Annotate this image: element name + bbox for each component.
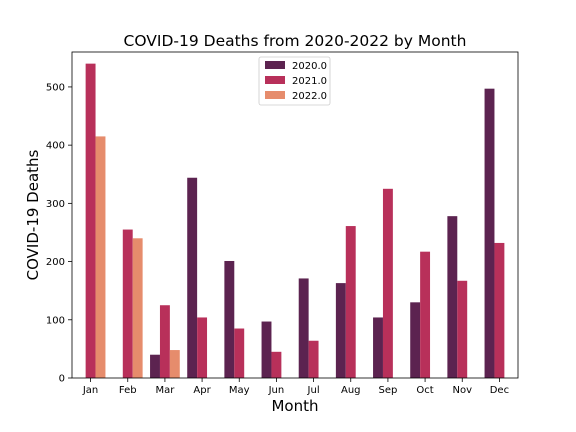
bars-group: [85, 63, 505, 379]
y-tick-label: 200: [46, 257, 65, 268]
chart-title: COVID-19 Deaths from 2020-2022 by Month: [124, 32, 467, 50]
x-tick-label-nov: Nov: [452, 385, 472, 396]
bar-may-2021: [234, 328, 245, 378]
legend-swatch-2022: [265, 91, 285, 99]
legend-label-2020: 2020.0: [292, 61, 327, 72]
y-tick-label: 0: [59, 374, 65, 385]
plot-frame: [71, 51, 519, 379]
bar-aug-2021: [345, 226, 356, 378]
bar-oct-2021: [420, 251, 431, 378]
bar-mar-2022: [169, 350, 180, 378]
legend: 2020.0 2021.0 2022.0: [258, 56, 331, 106]
bar-mar-2020: [150, 354, 160, 378]
bar-may-2020: [224, 260, 235, 378]
bar-aug-2020: [335, 283, 346, 378]
x-tick-label-jul: Jul: [307, 385, 320, 396]
x-tick-label-jun: Jun: [268, 385, 285, 396]
bar-dec-2021: [494, 242, 505, 378]
legend-label-2021: 2021.0: [292, 76, 327, 87]
y-tick-label: 400: [46, 141, 65, 152]
legend-swatch-2021: [265, 76, 285, 84]
bar-oct-2020: [410, 302, 421, 378]
legend-swatch-2020: [265, 61, 285, 69]
bar-dec-2020: [484, 88, 495, 379]
bar-jun-2020: [261, 321, 272, 378]
bar-sep-2020: [373, 317, 383, 378]
y-axis: 0 100 200 300 400 500: [46, 82, 72, 385]
y-tick-label: 500: [46, 82, 65, 93]
y-tick-label: 100: [46, 315, 65, 326]
bar-feb-2022: [132, 238, 143, 378]
bar-jun-2021: [271, 351, 282, 378]
bar-apr-2021: [197, 317, 208, 378]
bar-nov-2020: [447, 216, 458, 378]
bar-jan-2022: [95, 136, 106, 378]
x-tick-label-oct: Oct: [416, 385, 433, 396]
bar-jan-2021: [85, 63, 96, 378]
y-tick-label: 300: [46, 199, 65, 210]
x-axis: Jan Feb Mar Apr May Jun Jul Aug Sep Oct Nov Dec: [82, 378, 509, 396]
x-tick-label-sep: Sep: [378, 385, 397, 396]
x-tick-label-may: May: [229, 385, 250, 396]
x-tick-label-aug: Aug: [341, 385, 361, 396]
legend-label-2022: 2022.0: [292, 91, 327, 102]
bar-apr-2020: [187, 177, 198, 378]
bar-jul-2021: [308, 340, 319, 378]
y-axis-title: COVID-19 Deaths: [24, 149, 42, 280]
bar-jul-2020: [298, 278, 309, 378]
bar-feb-2021: [122, 229, 133, 378]
x-tick-label-mar: Mar: [155, 385, 175, 396]
x-axis-title: Month: [271, 397, 318, 415]
x-tick-label-jan: Jan: [82, 385, 98, 396]
bar-sep-2021: [382, 188, 393, 378]
x-tick-label-dec: Dec: [490, 385, 509, 396]
x-tick-label-apr: Apr: [193, 385, 211, 396]
bar-mar-2021: [159, 305, 170, 378]
bar-nov-2021: [457, 280, 468, 378]
x-tick-label-feb: Feb: [119, 385, 137, 396]
